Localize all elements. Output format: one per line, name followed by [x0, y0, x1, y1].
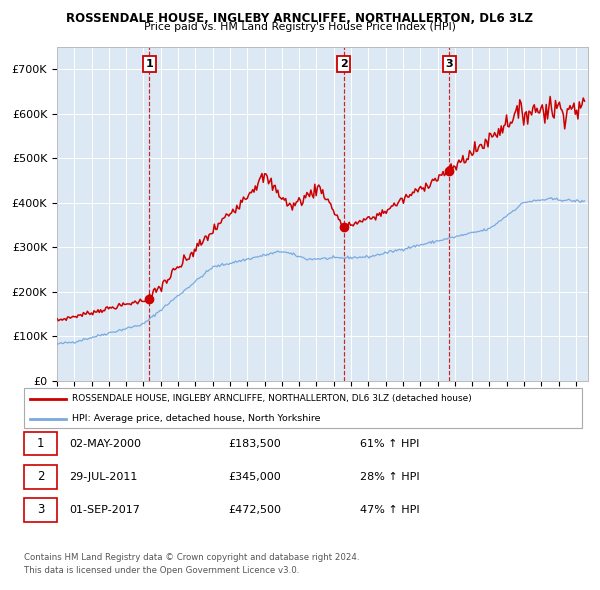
Text: Contains HM Land Registry data © Crown copyright and database right 2024.: Contains HM Land Registry data © Crown c…	[24, 553, 359, 562]
Text: 29-JUL-2011: 29-JUL-2011	[69, 472, 137, 481]
Text: 02-MAY-2000: 02-MAY-2000	[69, 439, 141, 448]
Text: ROSSENDALE HOUSE, INGLEBY ARNCLIFFE, NORTHALLERTON, DL6 3LZ (detached house): ROSSENDALE HOUSE, INGLEBY ARNCLIFFE, NOR…	[72, 394, 472, 404]
Text: £472,500: £472,500	[228, 505, 281, 514]
Text: 3: 3	[37, 503, 44, 516]
Text: £345,000: £345,000	[228, 472, 281, 481]
Text: This data is licensed under the Open Government Licence v3.0.: This data is licensed under the Open Gov…	[24, 566, 299, 575]
Text: HPI: Average price, detached house, North Yorkshire: HPI: Average price, detached house, Nort…	[72, 414, 320, 424]
Text: 28% ↑ HPI: 28% ↑ HPI	[360, 472, 419, 481]
Text: 3: 3	[445, 59, 453, 69]
Text: ROSSENDALE HOUSE, INGLEBY ARNCLIFFE, NORTHALLERTON, DL6 3LZ: ROSSENDALE HOUSE, INGLEBY ARNCLIFFE, NOR…	[67, 12, 533, 25]
Text: 61% ↑ HPI: 61% ↑ HPI	[360, 439, 419, 448]
Text: £183,500: £183,500	[228, 439, 281, 448]
Text: 2: 2	[340, 59, 347, 69]
Text: 1: 1	[145, 59, 153, 69]
Text: Price paid vs. HM Land Registry's House Price Index (HPI): Price paid vs. HM Land Registry's House …	[144, 22, 456, 32]
Text: 2: 2	[37, 470, 44, 483]
Text: 1: 1	[37, 437, 44, 450]
Text: 47% ↑ HPI: 47% ↑ HPI	[360, 505, 419, 514]
Text: 01-SEP-2017: 01-SEP-2017	[69, 505, 140, 514]
